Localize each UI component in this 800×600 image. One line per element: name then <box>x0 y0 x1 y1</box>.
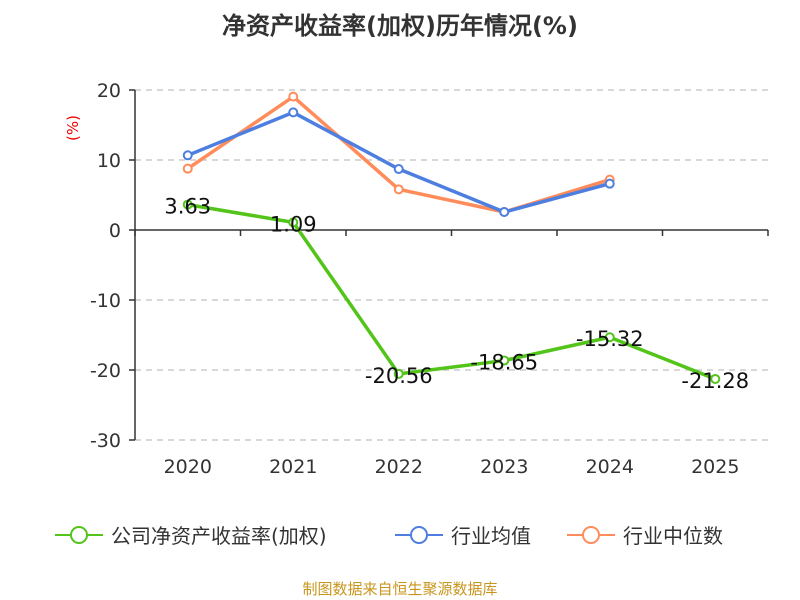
x-tick-label: 2020 <box>164 456 212 478</box>
data-point <box>499 355 510 366</box>
data-point <box>393 368 404 379</box>
x-tick-label: 2024 <box>586 456 634 478</box>
legend-item-industry-mean[interactable]: 行业均值 <box>395 520 531 549</box>
data-point <box>604 178 615 189</box>
y-tick-label: 0 <box>109 220 121 242</box>
series-line <box>187 202 716 381</box>
x-tick-label: 2022 <box>375 456 423 478</box>
data-point <box>393 184 404 195</box>
data-point <box>288 107 299 118</box>
source-note: 制图数据来自恒生聚源数据库 <box>302 580 498 598</box>
x-tick-label: 2025 <box>691 456 739 478</box>
legend-marker-icon <box>55 525 103 544</box>
legend-item-industry-median[interactable]: 行业中位数 <box>567 520 723 549</box>
legend-item-company[interactable]: 公司净资产收益率(加权) <box>55 520 327 549</box>
data-point <box>182 199 193 210</box>
data-label: 1.09 <box>270 212 317 236</box>
data-point <box>604 332 615 343</box>
legend-marker-icon <box>567 525 615 544</box>
data-point <box>710 373 721 384</box>
data-label: -21.28 <box>681 369 749 393</box>
data-label: -18.65 <box>470 351 538 375</box>
data-point <box>288 217 299 228</box>
y-tick-label: -10 <box>90 290 121 312</box>
data-label: -20.56 <box>365 364 433 388</box>
data-point <box>393 164 404 175</box>
data-point <box>499 207 510 218</box>
data-label: -15.32 <box>576 327 644 351</box>
y-tick-label: 10 <box>97 150 121 172</box>
data-point <box>288 91 299 102</box>
legend-label: 行业均值 <box>451 524 531 548</box>
data-point <box>182 163 193 174</box>
x-tick-label: 2023 <box>480 456 528 478</box>
x-tick-label: 2021 <box>269 456 317 478</box>
data-point <box>182 150 193 161</box>
y-tick-label: 20 <box>97 80 121 102</box>
legend-label: 公司净资产收益率(加权) <box>111 524 327 548</box>
chart-title: 净资产收益率(加权)历年情况(%) <box>222 12 578 40</box>
y-tick-label: -30 <box>90 430 121 452</box>
legend-marker-icon <box>395 525 443 544</box>
legend-label: 行业中位数 <box>623 524 723 548</box>
y-axis-label: (%) <box>64 115 82 141</box>
y-tick-label: -20 <box>90 360 121 382</box>
data-label: 3.63 <box>164 195 211 219</box>
series-line <box>186 94 611 214</box>
